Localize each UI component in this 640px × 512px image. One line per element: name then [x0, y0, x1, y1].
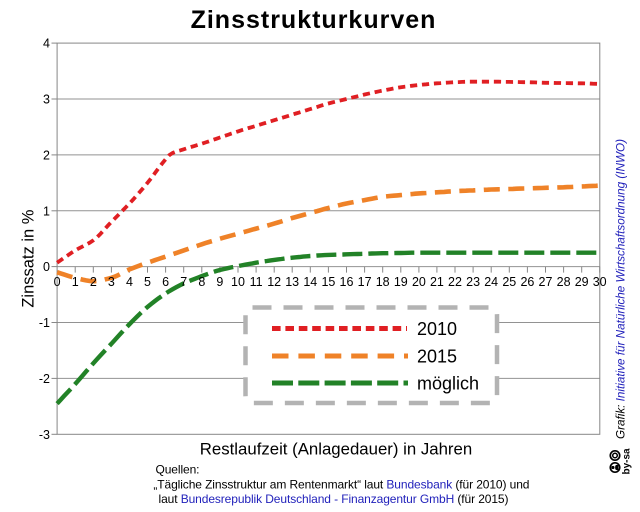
- svg-text:6: 6: [162, 275, 169, 289]
- svg-text:26: 26: [520, 275, 534, 289]
- svg-text:Restlaufzeit (Anlagedauer) in: Restlaufzeit (Anlagedauer) in Jahren: [200, 440, 472, 459]
- svg-text:-2: -2: [39, 372, 50, 386]
- svg-text:27: 27: [539, 275, 553, 289]
- svg-text:3: 3: [43, 93, 50, 107]
- svg-text:0: 0: [54, 275, 61, 289]
- svg-text:15: 15: [321, 275, 335, 289]
- svg-text:10: 10: [231, 275, 245, 289]
- svg-text:3: 3: [108, 275, 115, 289]
- svg-text:12: 12: [267, 275, 281, 289]
- svg-text:Zinsstrukturkurven: Zinsstrukturkurven: [191, 6, 437, 34]
- svg-text:1: 1: [72, 275, 79, 289]
- svg-text:-3: -3: [39, 428, 50, 442]
- svg-text:21: 21: [430, 275, 444, 289]
- svg-text:laut Bundesrepublik Deutschlan: laut Bundesrepublik Deutschland - Finanz…: [159, 492, 509, 506]
- svg-text:29: 29: [575, 275, 589, 289]
- svg-text:Zinssatz in %: Zinssatz in %: [20, 209, 38, 307]
- svg-text:19: 19: [394, 275, 408, 289]
- svg-text:11: 11: [250, 275, 263, 289]
- svg-text:4: 4: [126, 275, 133, 289]
- svg-text:20: 20: [412, 275, 426, 289]
- svg-text:möglich: möglich: [417, 374, 479, 394]
- svg-text:13: 13: [285, 275, 299, 289]
- svg-text:0: 0: [43, 260, 50, 274]
- svg-text:22: 22: [448, 275, 462, 289]
- svg-text:Grafik: Initiative für Natürli: Grafik: Initiative für Natürliche Wirtsc…: [615, 139, 628, 439]
- svg-text:30: 30: [593, 275, 607, 289]
- svg-text:28: 28: [557, 275, 571, 289]
- svg-text:2: 2: [43, 149, 50, 163]
- svg-text:9: 9: [216, 275, 223, 289]
- svg-text:8: 8: [198, 275, 205, 289]
- svg-text:by-sa: by-sa: [622, 448, 633, 475]
- svg-text:25: 25: [502, 275, 516, 289]
- svg-text:2: 2: [90, 275, 97, 289]
- svg-text:-1: -1: [39, 316, 50, 330]
- svg-text:24: 24: [484, 275, 498, 289]
- svg-text:2010: 2010: [417, 319, 457, 339]
- svg-text:Quellen:: Quellen:: [156, 463, 200, 477]
- svg-text:23: 23: [466, 275, 480, 289]
- svg-text:4: 4: [43, 37, 50, 51]
- svg-text:„Tägliche Zinsstruktur am Rent: „Tägliche Zinsstruktur am Rentenmarkt“ l…: [153, 478, 529, 492]
- svg-text:14: 14: [303, 275, 317, 289]
- svg-text:1: 1: [43, 204, 50, 218]
- svg-text:2015: 2015: [417, 347, 457, 367]
- svg-text:7: 7: [180, 275, 187, 289]
- svg-text:5: 5: [144, 275, 151, 289]
- svg-text:16: 16: [340, 275, 354, 289]
- svg-text:17: 17: [358, 275, 372, 289]
- svg-text:18: 18: [376, 275, 390, 289]
